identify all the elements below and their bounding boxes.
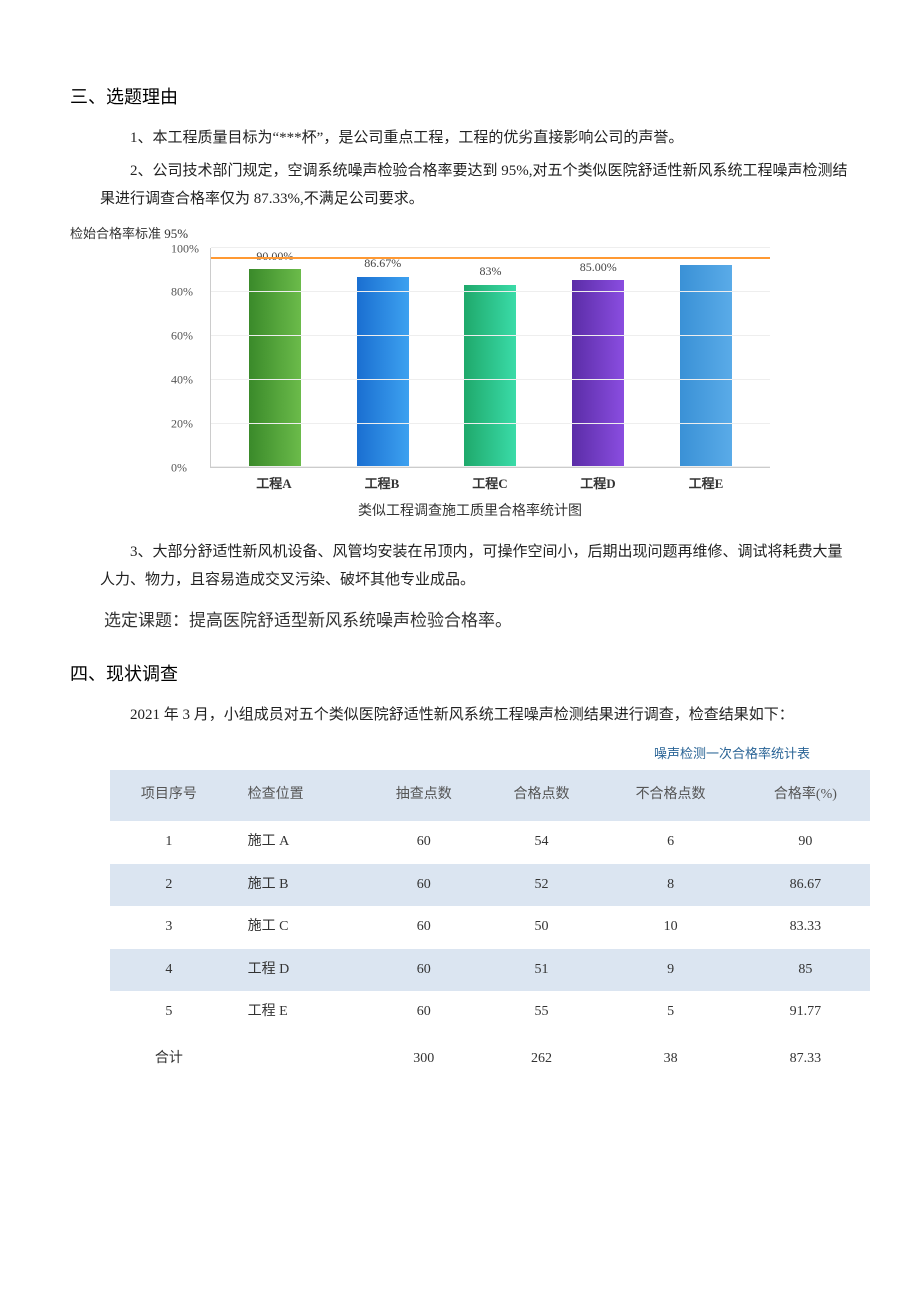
- table-row: 2施工 B6052886.67: [110, 864, 870, 907]
- table-header-cell: 检查位置: [228, 770, 365, 821]
- s4-p1: 2021 年 3 月，小组成员对五个类似医院舒适性新风系统工程噪声检测结果进行调…: [100, 701, 850, 730]
- chart-bar-group: 90.00%: [235, 245, 315, 468]
- chart-plot-area: 90.00%86.67%83%85.00% 0%20%40%60%80%100%: [210, 248, 770, 468]
- table-cell: 55: [483, 991, 601, 1034]
- chart-bar-value: 86.67%: [364, 252, 401, 275]
- chart-caption: 类似工程调查施工质里合格率统计图: [170, 499, 770, 526]
- s3-p1: 1、本工程质量目标为“***杯”，是公司重点工程，工程的优劣直接影响公司的声誉。: [100, 124, 850, 153]
- table-cell: 8: [600, 864, 741, 907]
- chart-y-label: 80%: [171, 281, 193, 304]
- table-cell: 85: [741, 949, 870, 992]
- chart-bar: [357, 277, 409, 468]
- table-row: 1施工 A6054690: [110, 821, 870, 864]
- s3-p2: 2、公司技术部门规定，空调系统噪声检验合格率要达到 95%,对五个类似医院舒适性…: [100, 157, 850, 214]
- chart-gridline: [211, 466, 770, 467]
- chart-gridline: [211, 335, 770, 336]
- s3-p3: 3、大部分舒适性新风机设备、风管均安装在吊顶内，可操作空间小，后期出现问题再维修…: [100, 538, 850, 595]
- chart-x-label: 工程E: [666, 472, 746, 497]
- chart-y-label: 40%: [171, 368, 193, 391]
- table-cell: 52: [483, 864, 601, 907]
- table-cell: 86.67: [741, 864, 870, 907]
- chart-x-label: 工程C: [450, 472, 530, 497]
- table-row: 4工程 D6051985: [110, 949, 870, 992]
- table-cell: 施工 B: [228, 864, 365, 907]
- section-3-title: 三、选题理由: [70, 80, 850, 114]
- chart-x-label: 工程B: [342, 472, 422, 497]
- chart-bars-container: 90.00% 86.67% 83% 85.00%: [211, 248, 770, 467]
- table-cell: 工程 D: [228, 949, 365, 992]
- table-cell: 87.33: [741, 1034, 870, 1081]
- chart-x-label: 工程A: [234, 472, 314, 497]
- results-table: 项目序号检查位置抽查点数合格点数不合格点数合格率(%) 1施工 A6054690…: [110, 770, 870, 1080]
- table-header-cell: 不合格点数: [600, 770, 741, 821]
- table-cell: 60: [365, 991, 483, 1034]
- table-cell: 38: [600, 1034, 741, 1081]
- table-cell: 6: [600, 821, 741, 864]
- table-header-cell: 合格率(%): [741, 770, 870, 821]
- chart-bar: [464, 285, 516, 468]
- chart-x-label: 工程D: [558, 472, 638, 497]
- table-cell: 5: [110, 991, 228, 1034]
- table-cell: [228, 1034, 365, 1081]
- chart-y-label: 0%: [171, 456, 187, 479]
- table-cell: 3: [110, 906, 228, 949]
- table-cell: 施工 A: [228, 821, 365, 864]
- chart-y-label: 20%: [171, 412, 193, 435]
- table-row: 3施工 C60501083.33: [110, 906, 870, 949]
- table-cell: 300: [365, 1034, 483, 1081]
- table-cell: 60: [365, 821, 483, 864]
- chart-bar-group: 86.67%: [343, 252, 423, 467]
- chart-gridline: [211, 291, 770, 292]
- table-cell: 83.33: [741, 906, 870, 949]
- table-cell: 60: [365, 864, 483, 907]
- table-cell: 60: [365, 949, 483, 992]
- table-cell: 工程 E: [228, 991, 365, 1034]
- table-cell: 合计: [110, 1034, 228, 1081]
- table-cell: 51: [483, 949, 601, 992]
- table-caption: 噪声检测一次合格率统计表: [70, 742, 810, 767]
- chart-x-labels: 工程A 工程B 工程C 工程D 工程E: [210, 472, 770, 497]
- table-cell: 5: [600, 991, 741, 1034]
- chart-bar: [680, 265, 732, 467]
- table-row: 5工程 E6055591.77: [110, 991, 870, 1034]
- table-cell: 4: [110, 949, 228, 992]
- table-body: 1施工 A60546902施工 B6052886.673施工 C60501083…: [110, 821, 870, 1081]
- table-cell: 50: [483, 906, 601, 949]
- section-3: 三、选题理由 1、本工程质量目标为“***杯”，是公司重点工程，工程的优劣直接影…: [70, 80, 850, 637]
- bar-chart: 90.00%86.67%83%85.00% 0%20%40%60%80%100%…: [170, 248, 770, 525]
- chart-y-label: 100%: [171, 237, 199, 260]
- table-cell: 91.77: [741, 991, 870, 1034]
- chart-bar: [572, 280, 624, 467]
- chart-bar: [249, 269, 301, 467]
- table-header-cell: 项目序号: [110, 770, 228, 821]
- table-total-row: 合计 3002623887.33: [110, 1034, 870, 1081]
- table-cell: 1: [110, 821, 228, 864]
- table-cell: 10: [600, 906, 741, 949]
- table-cell: 9: [600, 949, 741, 992]
- section-4: 四、现状调查 2021 年 3 月，小组成员对五个类似医院舒适性新风系统工程噪声…: [70, 657, 850, 1081]
- chart-y-label: 60%: [171, 325, 193, 348]
- chart-bar-group: [666, 263, 746, 467]
- table-header-cell: 抽查点数: [365, 770, 483, 821]
- chart-target-line: [211, 257, 770, 259]
- table-cell: 90: [741, 821, 870, 864]
- chart-bar-group: 85.00%: [558, 256, 638, 468]
- table-cell: 施工 C: [228, 906, 365, 949]
- table-cell: 2: [110, 864, 228, 907]
- section-4-title: 四、现状调查: [70, 657, 850, 691]
- table-cell: 54: [483, 821, 601, 864]
- chart-gridline: [211, 247, 770, 248]
- table-header-row: 项目序号检查位置抽查点数合格点数不合格点数合格率(%): [110, 770, 870, 821]
- chart-gridline: [211, 379, 770, 380]
- table-cell: 60: [365, 906, 483, 949]
- s3-topic: 选定课题：提高医院舒适型新风系统噪声检验合格率。: [70, 605, 850, 637]
- table-cell: 262: [483, 1034, 601, 1081]
- chart-bar-value: 83%: [479, 260, 501, 283]
- table-header-cell: 合格点数: [483, 770, 601, 821]
- chart-gridline: [211, 423, 770, 424]
